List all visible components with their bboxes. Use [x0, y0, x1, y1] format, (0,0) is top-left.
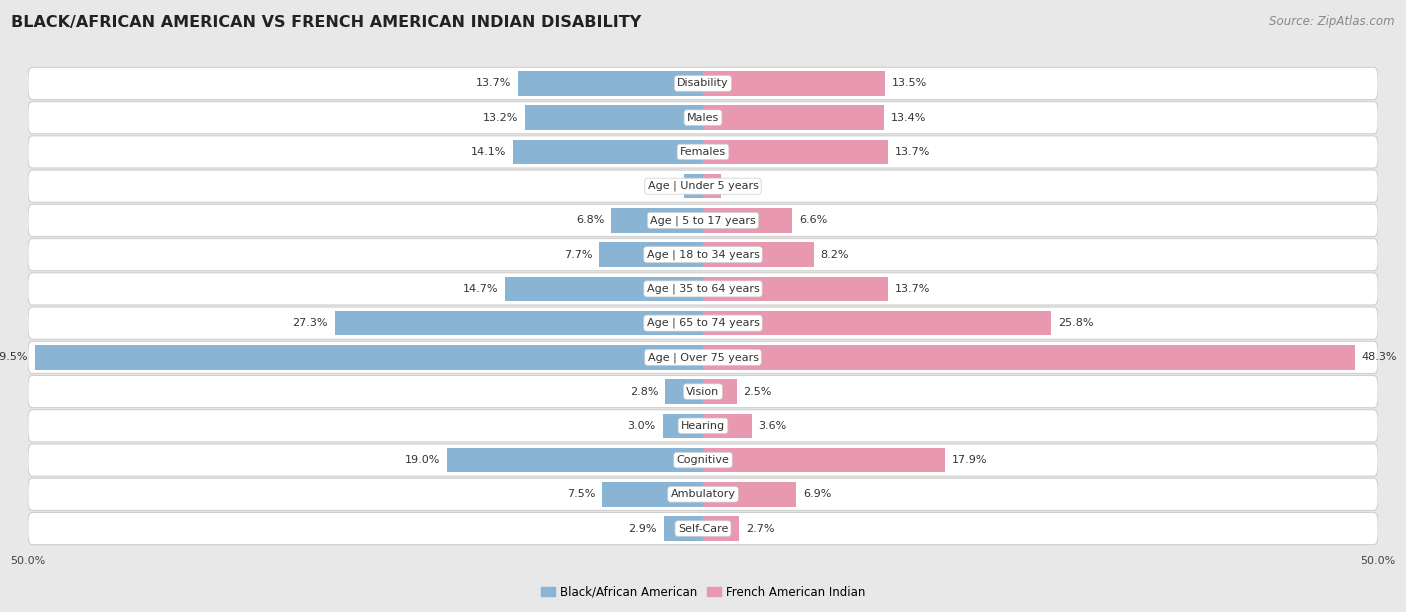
FancyBboxPatch shape [28, 102, 1378, 134]
Text: 6.6%: 6.6% [799, 215, 827, 225]
Text: 13.2%: 13.2% [482, 113, 517, 122]
Text: 3.0%: 3.0% [627, 421, 655, 431]
Text: Disability: Disability [678, 78, 728, 89]
Text: 13.7%: 13.7% [894, 147, 929, 157]
Text: 2.5%: 2.5% [744, 387, 772, 397]
FancyBboxPatch shape [28, 478, 1378, 510]
Text: Females: Females [681, 147, 725, 157]
Text: 2.8%: 2.8% [630, 387, 658, 397]
Bar [703, 140, 889, 164]
Bar [513, 140, 703, 164]
Bar [703, 277, 889, 301]
Text: 3.6%: 3.6% [758, 421, 786, 431]
Bar [703, 208, 792, 233]
FancyBboxPatch shape [28, 444, 1378, 476]
Bar [602, 482, 703, 507]
Text: Vision: Vision [686, 387, 720, 397]
Text: 1.4%: 1.4% [650, 181, 678, 191]
Bar [612, 208, 703, 233]
Text: 17.9%: 17.9% [952, 455, 987, 465]
Bar [703, 482, 796, 507]
Text: BLACK/AFRICAN AMERICAN VS FRENCH AMERICAN INDIAN DISABILITY: BLACK/AFRICAN AMERICAN VS FRENCH AMERICA… [11, 15, 641, 31]
Text: 48.3%: 48.3% [1361, 353, 1398, 362]
Bar [703, 379, 737, 404]
FancyBboxPatch shape [28, 512, 1378, 545]
FancyBboxPatch shape [28, 376, 1378, 408]
Text: Age | 18 to 34 years: Age | 18 to 34 years [647, 250, 759, 260]
Bar [447, 448, 703, 472]
Text: 14.7%: 14.7% [463, 284, 498, 294]
Text: 6.9%: 6.9% [803, 490, 831, 499]
FancyBboxPatch shape [28, 204, 1378, 236]
Bar [703, 174, 720, 198]
Bar [505, 277, 703, 301]
Text: 6.8%: 6.8% [576, 215, 605, 225]
FancyBboxPatch shape [28, 239, 1378, 271]
Bar [524, 105, 703, 130]
Text: Males: Males [688, 113, 718, 122]
Bar [662, 414, 703, 438]
Bar [517, 71, 703, 96]
Text: 19.0%: 19.0% [405, 455, 440, 465]
FancyBboxPatch shape [28, 341, 1378, 373]
Text: 2.7%: 2.7% [747, 523, 775, 534]
FancyBboxPatch shape [28, 67, 1378, 100]
Text: Age | 65 to 74 years: Age | 65 to 74 years [647, 318, 759, 329]
Text: 13.7%: 13.7% [894, 284, 929, 294]
Text: Self-Care: Self-Care [678, 523, 728, 534]
Bar [703, 414, 752, 438]
FancyBboxPatch shape [28, 273, 1378, 305]
Bar [35, 345, 703, 370]
Text: 13.4%: 13.4% [890, 113, 927, 122]
Text: 2.9%: 2.9% [628, 523, 657, 534]
Bar [664, 516, 703, 541]
Text: 14.1%: 14.1% [471, 147, 506, 157]
Text: 8.2%: 8.2% [821, 250, 849, 259]
Bar [703, 311, 1052, 335]
Bar [703, 71, 886, 96]
Text: 13.7%: 13.7% [477, 78, 512, 89]
FancyBboxPatch shape [28, 410, 1378, 442]
Bar [703, 105, 884, 130]
Bar [703, 345, 1355, 370]
Text: 7.7%: 7.7% [564, 250, 592, 259]
Text: 7.5%: 7.5% [567, 490, 595, 499]
Text: 13.5%: 13.5% [891, 78, 927, 89]
Bar [335, 311, 703, 335]
FancyBboxPatch shape [28, 170, 1378, 202]
Bar [703, 242, 814, 267]
Text: 49.5%: 49.5% [0, 353, 28, 362]
FancyBboxPatch shape [28, 307, 1378, 339]
FancyBboxPatch shape [28, 136, 1378, 168]
Text: 27.3%: 27.3% [292, 318, 328, 328]
Bar [599, 242, 703, 267]
Text: Hearing: Hearing [681, 421, 725, 431]
Text: Age | Under 5 years: Age | Under 5 years [648, 181, 758, 192]
Text: Cognitive: Cognitive [676, 455, 730, 465]
Text: 1.3%: 1.3% [727, 181, 755, 191]
Text: Age | 5 to 17 years: Age | 5 to 17 years [650, 215, 756, 226]
Bar [685, 174, 703, 198]
Text: Ambulatory: Ambulatory [671, 490, 735, 499]
Bar [703, 516, 740, 541]
Text: Age | Over 75 years: Age | Over 75 years [648, 352, 758, 362]
Bar [703, 448, 945, 472]
Text: Source: ZipAtlas.com: Source: ZipAtlas.com [1270, 15, 1395, 28]
Text: Age | 35 to 64 years: Age | 35 to 64 years [647, 283, 759, 294]
Legend: Black/African American, French American Indian: Black/African American, French American … [536, 581, 870, 603]
Text: 25.8%: 25.8% [1057, 318, 1094, 328]
Bar [665, 379, 703, 404]
